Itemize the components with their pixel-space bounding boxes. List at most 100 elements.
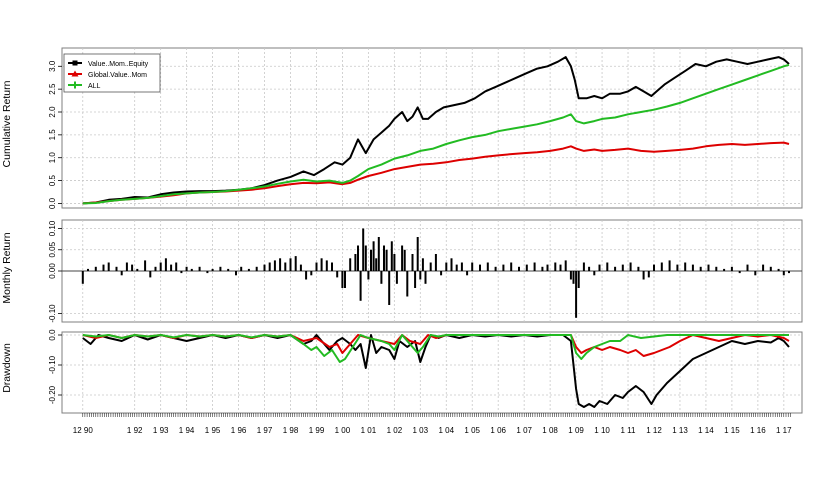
x-tick-label: 1 95 — [205, 426, 221, 435]
x-tick-label: 1 09 — [568, 426, 584, 435]
monthly-return-bar — [325, 260, 328, 271]
x-tick-label: 1 96 — [231, 426, 247, 435]
monthly-return-bar — [502, 264, 505, 271]
monthly-return-bar — [424, 271, 427, 284]
mon-ytick-label: -0.10 — [48, 304, 57, 323]
monthly-return-bar — [637, 266, 640, 272]
legend-label-global: Global.Value..Mom — [88, 72, 147, 79]
monthly-return-bar — [621, 264, 624, 271]
monthly-return-bar — [87, 268, 89, 271]
x-tick-label: 1 97 — [257, 426, 273, 435]
x-tick-label: 1 12 — [646, 426, 662, 435]
monthly-return-bar — [383, 245, 385, 271]
monthly-return-bar — [546, 264, 549, 271]
monthly-return-bar — [372, 241, 375, 272]
monthly-return-bar — [559, 264, 562, 271]
monthly-return-bar — [102, 264, 105, 271]
monthly-return-bar — [403, 249, 406, 272]
drawdown-ylabel: Drawdown — [1, 343, 13, 393]
cum-ytick-label: 3.0 — [48, 60, 57, 72]
monthly-return-bar — [419, 271, 422, 280]
dd-series-all — [82, 334, 789, 363]
cum-ytick-label: 2.5 — [48, 83, 57, 95]
monthly-return-bar — [175, 262, 178, 271]
monthly-return-bar — [154, 266, 157, 272]
monthly-return-bar — [730, 266, 733, 272]
monthly-return-bar — [455, 264, 458, 271]
drawdown-panel: 0.0 -0.10 -0.20 — [48, 329, 803, 414]
monthly-return-bar — [377, 237, 380, 271]
monthly-return-bar — [206, 271, 209, 274]
x-tick-label: 1 06 — [490, 426, 506, 435]
monthly-return-bar — [294, 256, 297, 271]
monthly-return-bar — [582, 262, 585, 271]
x-tick-label: 12 90 — [73, 426, 94, 435]
monthly-return-bar — [421, 258, 424, 272]
monthly-return-bar — [388, 271, 391, 305]
monthly-return-bar — [450, 258, 453, 272]
monthly-return-bar — [125, 262, 128, 271]
monthly-return-bar — [367, 271, 370, 280]
x-tick-label: 1 15 — [724, 426, 740, 435]
monthly-return-bar — [782, 271, 785, 276]
monthly-return-bar — [471, 262, 474, 271]
monthly-return-bar — [240, 266, 243, 272]
monthly-return-bar — [572, 271, 575, 284]
monthly-return-bar — [305, 271, 308, 280]
monthly-return-bar — [653, 264, 655, 271]
x-tick-label: 1 16 — [750, 426, 766, 435]
monthly-return-bar — [746, 264, 749, 271]
monthly-return-bar — [715, 266, 718, 272]
monthly-return-bar — [211, 268, 214, 271]
monthly-return-bar — [159, 262, 162, 271]
monthly-return-bar — [460, 262, 463, 271]
monthly-return-bar — [406, 271, 409, 297]
cum-ytick-label: 2.0 — [48, 106, 57, 118]
monthly-return-bar — [315, 262, 318, 271]
monthly-return-bar — [411, 254, 414, 271]
cum-series-all — [82, 63, 790, 205]
monthly-return-bar — [707, 264, 710, 271]
monthly-return-bar — [255, 266, 258, 272]
monthly-return-bar — [185, 266, 188, 272]
cumulative-return-ylabel: Cumulative Return — [1, 80, 13, 167]
monthly-return-bar — [598, 264, 601, 271]
x-tick-label: 1 13 — [672, 426, 688, 435]
monthly-return-bar — [440, 271, 443, 276]
monthly-return-bar — [541, 266, 544, 272]
monthly-return-bar — [575, 271, 578, 318]
monthly-return-bar — [577, 271, 580, 288]
legend-marker-global — [71, 70, 79, 77]
monthly-return-bar — [762, 264, 765, 271]
mon-ytick-label: 0.05 — [48, 241, 57, 257]
x-tick-label: 1 94 — [179, 426, 195, 435]
monthly-return-bar — [375, 258, 378, 272]
monthly-return-bar — [263, 264, 266, 271]
x-tick-label: 1 05 — [464, 426, 480, 435]
monthly-return-bar — [284, 262, 287, 271]
monthly-return-bar — [647, 271, 650, 278]
monthly-return-bar — [273, 260, 276, 271]
monthly-return-bar — [385, 249, 388, 272]
x-tick-label: 1 07 — [516, 426, 532, 435]
monthly-return-bar — [136, 268, 139, 271]
monthly-return-bar — [518, 266, 520, 272]
monthly-return-bar — [788, 271, 790, 274]
x-tick-label: 1 92 — [127, 426, 143, 435]
monthly-return-bar — [390, 241, 393, 272]
monthly-return-bar — [434, 254, 437, 271]
monthly-return-bar — [660, 262, 663, 271]
monthly-return-bar — [429, 262, 432, 271]
cumulative-return-panel: 0.0 0.5 1.0 1.5 2.0 2.5 3.0 — [48, 47, 803, 209]
monthly-return-bar — [107, 262, 110, 271]
monthly-return-bar — [479, 264, 481, 271]
monthly-return-bar — [401, 245, 404, 271]
monthly-return-bar — [164, 258, 167, 272]
monthly-return-bar — [738, 271, 741, 274]
cum-series-global-value-mom — [82, 141, 790, 205]
monthly-return-bar — [364, 245, 367, 271]
monthly-return-bar — [614, 266, 617, 272]
monthly-return-bar — [668, 260, 671, 271]
monthly-return-bar — [676, 264, 679, 271]
